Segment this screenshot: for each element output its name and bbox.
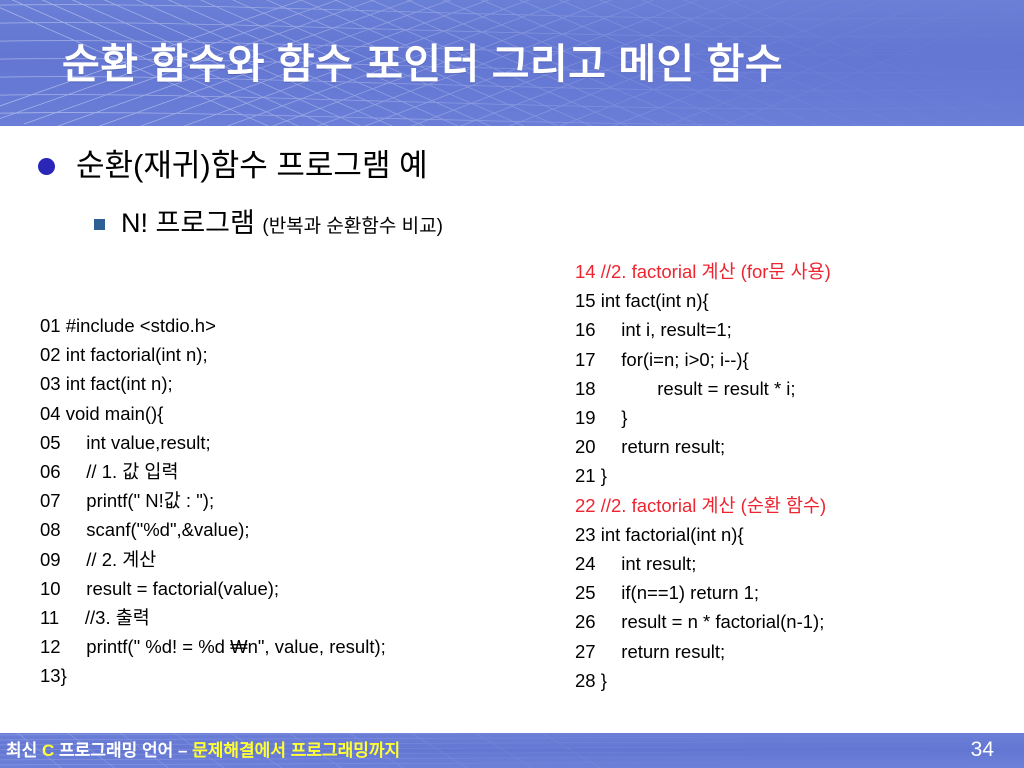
- page-number: 34: [970, 738, 994, 761]
- code-line: 24 int result;: [575, 553, 697, 575]
- code-line: 18 result = result * i;: [575, 377, 796, 399]
- bullet-disc-icon: [38, 158, 55, 175]
- code-line: 14 //2. factorial 계산 (for문 사용): [575, 261, 831, 282]
- code-line: 20 return result;: [575, 436, 726, 458]
- code-line: 01 #include <stdio.h>: [40, 315, 216, 336]
- bullet-level2: N! 프로그램 (반복과 순환함수 비교): [94, 206, 443, 244]
- code-line: 06 // 1. 값 입력: [40, 461, 179, 483]
- code-line: 04 void main(){: [40, 402, 164, 424]
- footer-part-2-highlight: C: [42, 741, 55, 760]
- code-line: 07 printf(" N!값 : ");: [40, 490, 215, 512]
- code-line: 28 }: [575, 669, 607, 691]
- code-line: 05 int value,result;: [40, 431, 211, 453]
- footer-part-1: 최신: [6, 741, 43, 760]
- bullet-level2-main: N! 프로그램: [121, 208, 263, 238]
- code-line: 10 result = factorial(value);: [40, 577, 280, 599]
- footer-part-4-highlight: 문제해결에서 프로그래밍까지: [192, 741, 401, 760]
- code-line: 12 printf(" %d! = %d ₩n", value, result)…: [40, 636, 386, 658]
- bullet-level2-note: (반복과 순환함수 비교): [262, 216, 443, 237]
- bullet-level2-label: N! 프로그램 (반복과 순환함수 비교): [121, 206, 443, 244]
- code-line: 15 int fact(int n){: [575, 290, 709, 312]
- footer-title: 최신 C 프로그래밍 언어 – 문제해결에서 프로그래밍까지: [6, 740, 400, 762]
- code-line: 13}: [40, 665, 67, 687]
- code-block-right: 14 //2. factorial 계산 (for문 사용) 15 int fac…: [575, 257, 831, 695]
- code-line: 23 int factorial(int n){: [575, 523, 744, 545]
- code-line: 27 return result;: [575, 640, 726, 662]
- code-line: 03 int fact(int n);: [40, 373, 173, 395]
- code-line: 09 // 2. 계산: [40, 548, 157, 570]
- code-block-left: 01 #include <stdio.h> 02 int factorial(in…: [40, 311, 386, 691]
- page-title: 순환 함수와 함수 포인터 그리고 메인 함수: [62, 41, 784, 87]
- title-band: 순환 함수와 함수 포인터 그리고 메인 함수: [0, 0, 1024, 126]
- code-line: 26 result = n * factorial(n-1);: [575, 611, 825, 633]
- code-line: 02 int factorial(int n);: [40, 344, 208, 366]
- code-line: 22 //2. factorial 계산 (순환 함수): [575, 494, 827, 516]
- bullet-square-icon: [94, 219, 105, 230]
- slide-body: 순환(재귀)함수 프로그램 예 N! 프로그램 (반복과 순환함수 비교) 01…: [0, 126, 1024, 733]
- bullet-level1-label: 순환(재귀)함수 프로그램 예: [76, 148, 428, 183]
- code-line: 21 }: [575, 465, 607, 487]
- code-line: 16 int i, result=1;: [575, 319, 732, 341]
- footer-band: 최신 C 프로그래밍 언어 – 문제해결에서 프로그래밍까지 34: [0, 733, 1024, 768]
- code-line: 25 if(n==1) return 1;: [575, 582, 760, 604]
- code-line: 19 }: [575, 407, 628, 429]
- code-line: 11 //3. 출력: [40, 607, 150, 629]
- footer-part-3: 프로그래밍 언어 –: [54, 741, 193, 760]
- bullet-level1: 순환(재귀)함수 프로그램 예: [38, 146, 428, 186]
- code-line: 17 for(i=n; i>0; i--){: [575, 348, 749, 370]
- code-line: 08 scanf("%d",&value);: [40, 519, 250, 541]
